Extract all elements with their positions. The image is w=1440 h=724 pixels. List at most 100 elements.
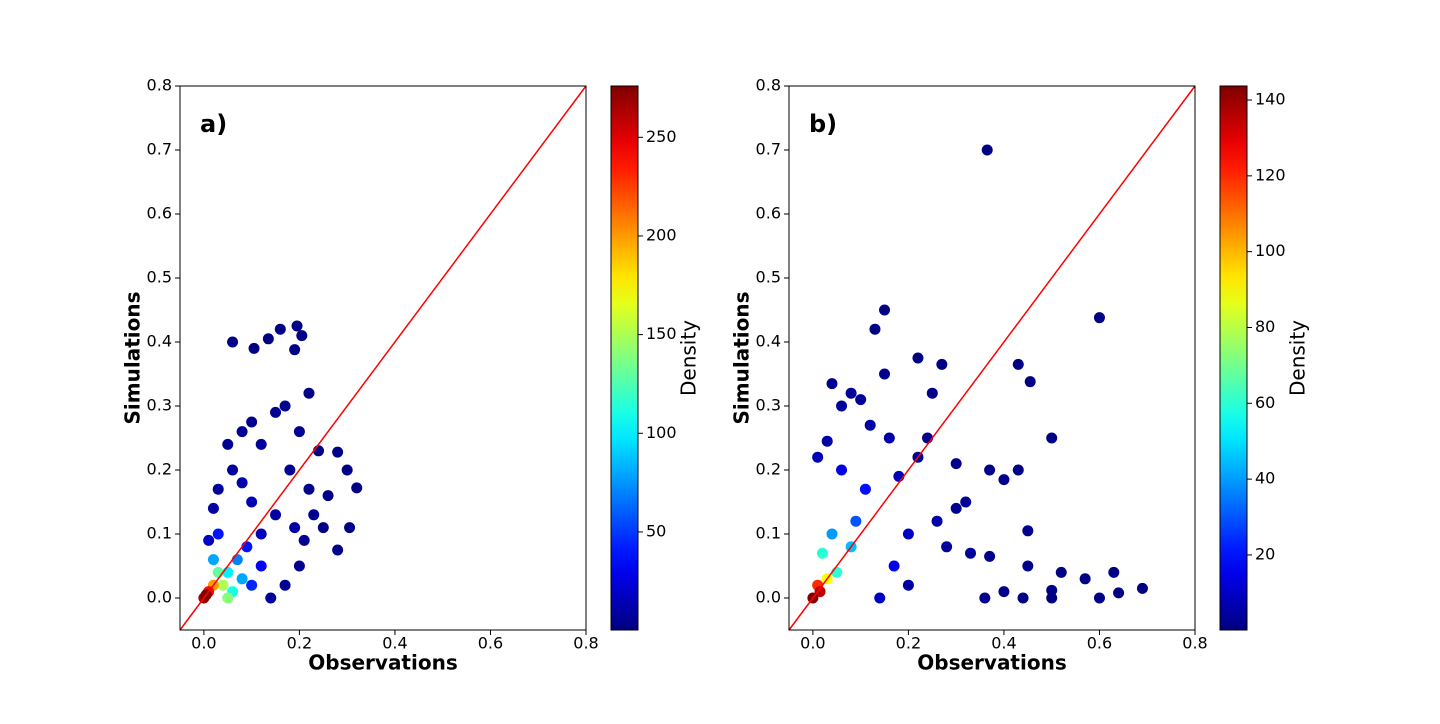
y-tick-label: 0.2 [147,460,172,479]
colorbar-tick-label: 80 [1255,317,1275,336]
point [1012,358,1024,370]
one-to-one-line [788,85,1196,631]
point [960,496,972,508]
x-tick-label: 0.4 [991,634,1016,653]
point [879,304,891,316]
colorbar-tick-label: 200 [646,225,677,244]
point [950,458,962,470]
point [1093,312,1105,324]
point [227,464,239,476]
panel-label: b) [809,110,837,138]
point [303,387,315,399]
x-tick-label: 0.4 [382,634,407,653]
panel-label: a) [200,110,227,138]
point [984,464,996,476]
point [274,323,286,335]
point [248,342,260,354]
point [1022,525,1034,537]
x-tick-label: 0.6 [1087,634,1112,653]
point [1108,566,1120,578]
point [293,560,305,572]
point [1046,432,1058,444]
point [212,528,224,540]
point [931,515,943,527]
point [255,438,267,450]
colorbar-label: Density [677,320,701,396]
point [207,554,219,566]
y-tick-label: 0.4 [756,332,781,351]
x-tick-label: 0.8 [1182,634,1207,653]
point [351,482,363,494]
point [888,560,900,572]
point [270,406,282,418]
y-tick-label: 0.7 [756,140,781,159]
point [816,547,828,559]
x-axis-label: Observations [308,651,457,675]
colorbar-tick-label: 120 [1255,165,1286,184]
y-tick-label: 0.5 [756,268,781,287]
point [879,368,891,380]
point [826,528,838,540]
y-tick-label: 0.0 [147,588,172,607]
point [303,483,315,495]
point [950,502,962,514]
point [812,451,824,463]
y-axis-label: Simulations [121,292,145,425]
point [265,592,277,604]
point [826,378,838,390]
point [293,426,305,438]
point [912,352,924,364]
plot-frame [179,85,587,631]
point [222,592,234,604]
y-tick-label: 0.5 [147,268,172,287]
y-tick-label: 0.3 [147,396,172,415]
point [981,144,993,156]
y-axis-label: Simulations [730,292,754,425]
point [207,502,219,514]
point [341,464,353,476]
point [821,435,833,447]
point [289,344,301,356]
y-tick-label: 0.1 [756,524,781,543]
x-tick-label: 0.6 [478,634,503,653]
point [236,477,248,489]
y-tick-label: 0.3 [756,396,781,415]
point [246,496,258,508]
point [212,483,224,495]
scatter-points [807,144,1148,604]
point [850,515,862,527]
x-tick-label: 0.0 [191,634,216,653]
point [308,509,320,521]
point [1024,376,1036,388]
point [902,579,914,591]
colorbar-tick-label: 50 [646,521,666,540]
point [1055,566,1067,578]
point [1046,584,1058,596]
x-tick-label: 0.8 [573,634,598,653]
point [262,333,274,345]
colorbar-tick-label: 100 [646,423,677,442]
point [322,490,334,502]
colorbar-label: Density [1286,320,1310,396]
point [1022,560,1034,572]
point [284,464,296,476]
colorbar-tick-label: 250 [646,127,677,146]
point [298,534,310,546]
point [1012,464,1024,476]
x-axis-label: Observations [917,651,1066,675]
point [222,438,234,450]
colorbar-tick-label: 40 [1255,469,1275,488]
colorbar [610,85,639,631]
point [926,387,938,399]
point [1136,582,1148,594]
one-to-one-line [179,85,587,631]
point [814,586,826,598]
point [864,419,876,431]
colorbar [1219,85,1248,631]
point [902,528,914,540]
point [236,573,248,585]
point [279,400,291,412]
scatter-points [198,320,363,604]
colorbar-tick-label: 20 [1255,544,1275,563]
y-tick-label: 0.1 [147,524,172,543]
